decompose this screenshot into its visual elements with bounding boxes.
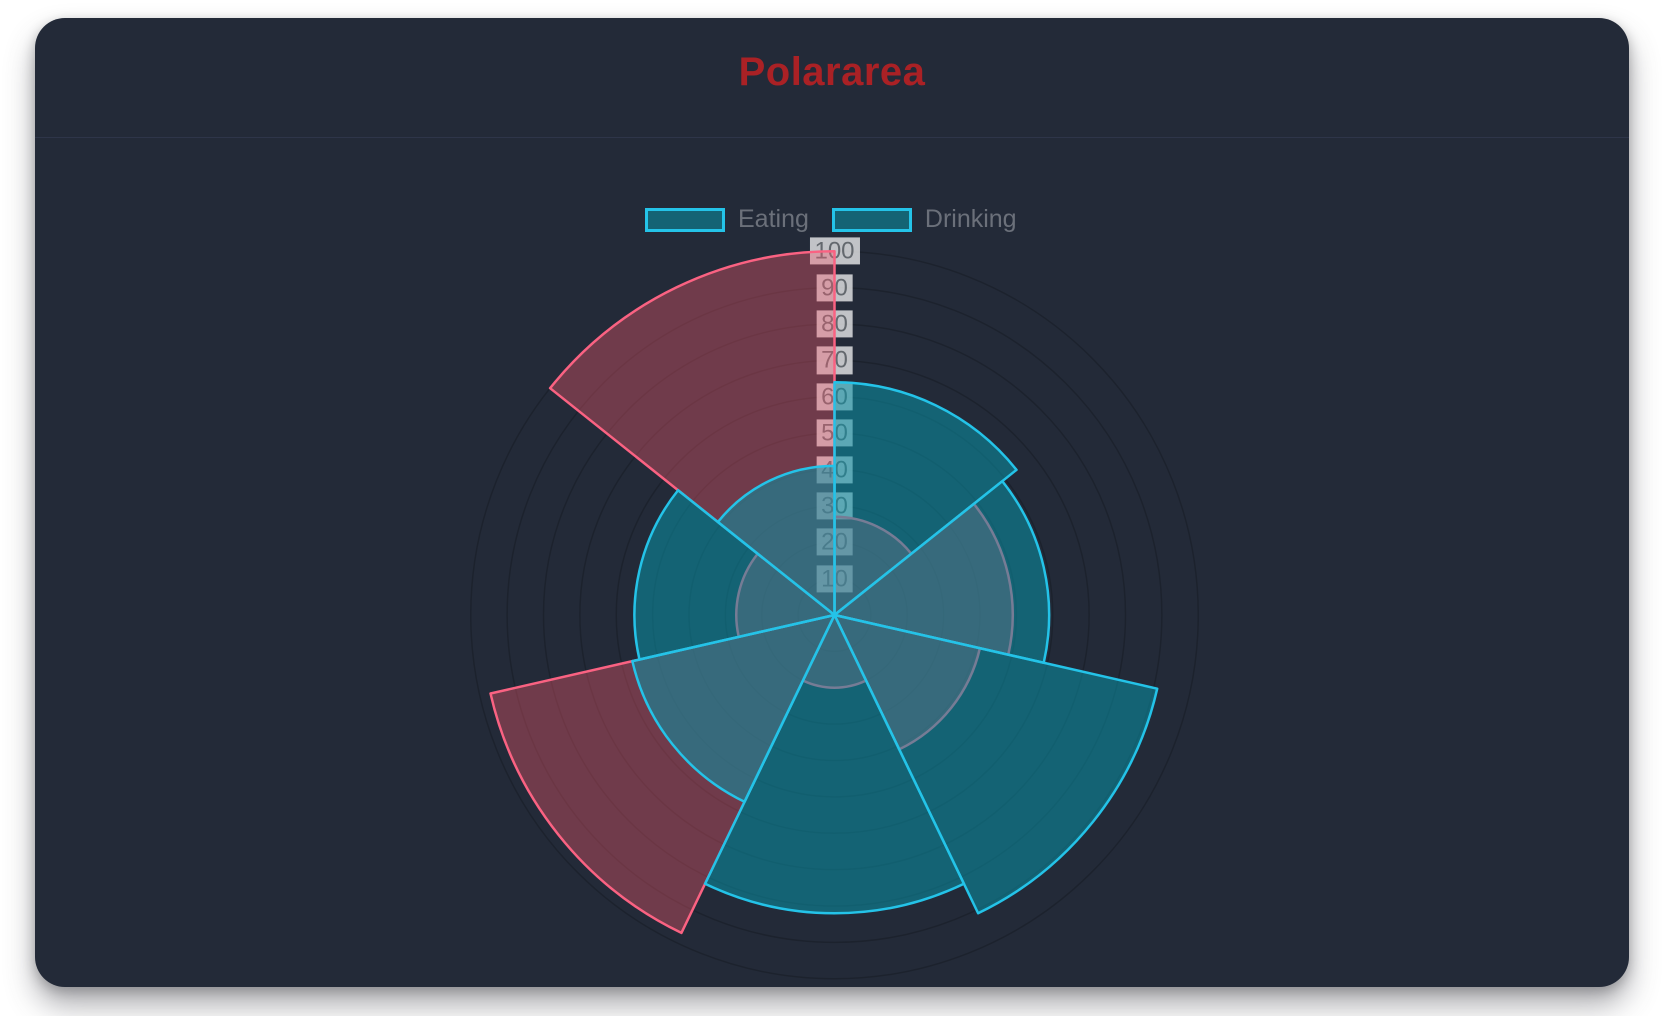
legend-label-eating: Eating — [738, 205, 809, 233]
chart-legend: Eating Drinking — [645, 205, 1017, 234]
legend-item-eating[interactable]: Eating — [645, 205, 809, 234]
sector-drinking-5[interactable] — [631, 613, 836, 804]
sector-drinking-1[interactable] — [833, 380, 1018, 617]
sector-drinking-6[interactable] — [633, 489, 836, 661]
legend-item-drinking[interactable]: Drinking — [831, 205, 1017, 234]
sector-drinking-3[interactable] — [833, 613, 1159, 915]
sector-drinking-2[interactable] — [833, 479, 1051, 665]
sector-drinking-4[interactable] — [703, 613, 966, 915]
page-title: Polararea — [738, 50, 926, 94]
legend-label-drinking: Drinking — [924, 205, 1017, 233]
header-divider — [35, 137, 1629, 138]
legend-swatch-eating — [645, 207, 725, 232]
legend-swatch-drinking — [831, 207, 912, 232]
